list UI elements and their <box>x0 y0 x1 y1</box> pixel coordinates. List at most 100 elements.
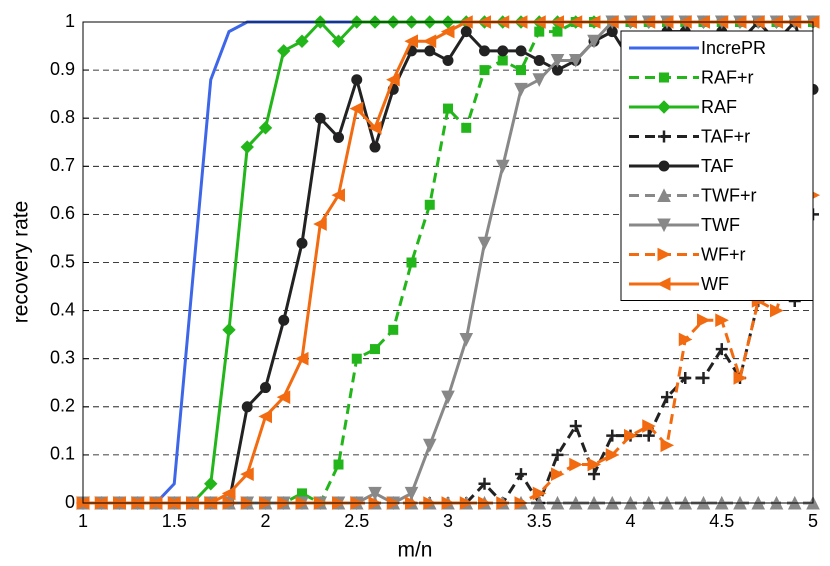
data-point <box>568 53 583 68</box>
y-tick-label: 1 <box>65 11 75 31</box>
x-tick-label: 2.5 <box>344 511 369 531</box>
x-tick-label: 1.5 <box>162 511 187 531</box>
data-point <box>313 217 327 231</box>
data-point <box>551 467 565 481</box>
y-tick-label: 0.1 <box>50 444 75 464</box>
data-point <box>240 467 254 481</box>
data-point <box>278 314 290 326</box>
data-point <box>404 34 418 49</box>
legend-label: TAF+r <box>701 126 750 146</box>
data-point <box>424 45 436 57</box>
data-point <box>314 112 326 124</box>
data-point <box>587 34 601 49</box>
y-tick-label: 0.8 <box>50 107 75 127</box>
legend-marker <box>657 247 672 262</box>
data-point <box>277 44 291 58</box>
data-point <box>296 237 308 249</box>
legend-marker <box>657 218 671 233</box>
legend-label: WF+r <box>701 244 746 264</box>
y-tick-label: 0 <box>65 492 75 512</box>
data-point <box>533 54 545 66</box>
data-point <box>733 371 748 385</box>
y-tick-label: 0.5 <box>50 251 75 271</box>
data-point <box>443 103 453 114</box>
x-tick-label: 3.5 <box>527 511 552 531</box>
data-point <box>642 419 656 433</box>
legend-marker <box>657 188 671 202</box>
data-point <box>241 401 253 413</box>
y-tick-label: 0.9 <box>50 59 75 79</box>
data-point <box>660 438 675 453</box>
x-tick-label: 4.5 <box>709 511 734 531</box>
data-point <box>441 390 455 405</box>
data-point <box>678 332 693 347</box>
data-point <box>351 353 362 364</box>
data-point <box>367 121 382 135</box>
legend-label: RAF+r <box>701 67 754 87</box>
data-point <box>551 448 564 461</box>
data-point <box>715 343 728 356</box>
data-point <box>442 54 454 66</box>
legend-label: IncrePR <box>701 38 766 58</box>
data-point <box>697 371 710 384</box>
data-point <box>333 459 344 470</box>
data-point <box>294 351 309 366</box>
data-point <box>331 34 346 48</box>
data-point <box>461 122 472 133</box>
data-point <box>715 313 729 328</box>
data-point <box>515 468 527 481</box>
data-point <box>588 468 600 481</box>
data-point <box>260 382 271 394</box>
x-tick-label: 1 <box>78 511 88 531</box>
legend-label: RAF <box>701 97 737 117</box>
y-axis-label: recovery rate <box>10 201 33 324</box>
data-point <box>479 65 490 76</box>
legend-label: WF <box>701 274 729 294</box>
x-tick-label: 3 <box>443 511 453 531</box>
data-point <box>569 420 582 433</box>
data-point <box>422 438 437 453</box>
data-point <box>478 477 491 490</box>
y-tick-label: 0.7 <box>50 155 75 175</box>
data-point <box>331 188 345 202</box>
data-point <box>569 457 583 472</box>
x-tick-label: 4 <box>625 511 635 531</box>
data-point <box>532 486 547 501</box>
data-point <box>515 45 527 57</box>
data-point <box>276 390 291 404</box>
legend-label: TAF <box>701 156 734 176</box>
legend-label: TWF <box>701 215 740 235</box>
data-point <box>221 486 236 501</box>
data-point <box>349 101 364 116</box>
data-point <box>661 391 673 404</box>
data-point <box>550 53 565 68</box>
data-point <box>587 457 602 472</box>
data-point <box>222 323 236 337</box>
data-point <box>606 429 619 442</box>
data-point <box>459 332 474 347</box>
data-point <box>368 486 382 501</box>
data-point <box>477 236 492 251</box>
data-point <box>258 121 273 135</box>
x-axis-label: m/n <box>397 539 432 562</box>
y-tick-label: 0.4 <box>50 299 75 319</box>
y-tick-label: 0.6 <box>50 203 75 223</box>
data-point <box>295 34 309 48</box>
data-point <box>460 26 472 38</box>
data-point <box>388 324 399 335</box>
x-tick-label: 2 <box>260 511 270 531</box>
legend-marker <box>657 100 671 114</box>
data-point <box>479 45 490 57</box>
y-tick-label: 0.3 <box>50 347 75 367</box>
legend-marker <box>659 72 669 83</box>
legend-marker <box>656 277 671 291</box>
data-point <box>333 131 344 143</box>
data-point <box>642 429 655 442</box>
data-point <box>404 486 419 501</box>
data-point <box>369 141 381 153</box>
data-point <box>424 199 435 210</box>
data-point <box>495 159 510 174</box>
data-point <box>258 409 272 424</box>
data-point <box>204 477 218 491</box>
